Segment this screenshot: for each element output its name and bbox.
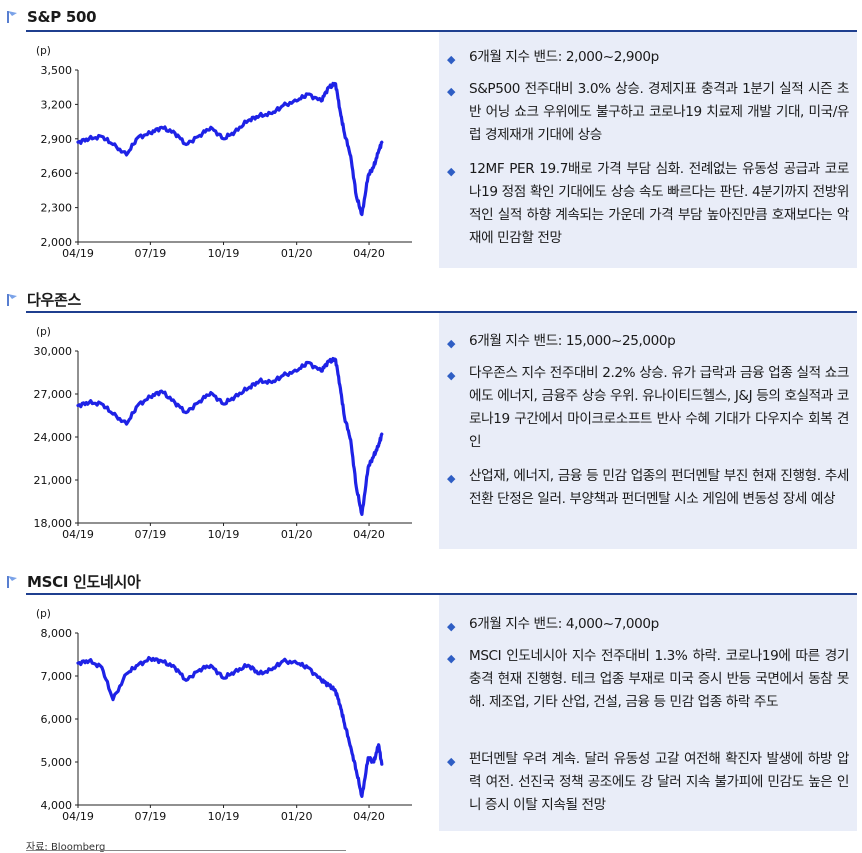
note-item: ◆ 6개월 지수 밴드: 15,000~25,000p — [447, 330, 849, 353]
diamond-bullet-icon: ◆ — [447, 53, 456, 66]
section-title-msci-indonesia: MSCI 인도네시아 — [6, 571, 141, 592]
x-tick-label: 01/20 — [281, 810, 313, 823]
series-line — [76, 656, 384, 798]
x-tick-label: 01/20 — [281, 528, 313, 541]
note-item: ◆ 6개월 지수 밴드: 2,000~2,900p — [447, 46, 849, 69]
note-item: ◆ 다우존스 지수 전주대비 2.2% 상승. 유가 급락과 금융 업종 실적 … — [447, 365, 849, 450]
series-line — [76, 81, 384, 217]
y-unit-label: (p) — [36, 608, 51, 620]
y-tick-label: 3,500 — [41, 64, 73, 77]
y-tick-label: 6,000 — [41, 713, 73, 726]
y-unit-label: (p) — [36, 326, 51, 338]
diamond-bullet-icon: ◆ — [447, 369, 456, 382]
note-item: ◆ MSCI 인도네시아 지수 전주대비 1.3% 하락. 코로나19에 따른 … — [447, 648, 849, 710]
note-item: ◆ 12MF PER 19.7배로 가격 부담 심화. 전례없는 유동성 공급과… — [447, 161, 849, 246]
x-tick-label: 10/19 — [208, 247, 240, 260]
msci-indonesia-notes-panel: ◆ 6개월 지수 밴드: 4,000~7,000p ◆ MSCI 인도네시아 지… — [439, 595, 857, 831]
sp500-chart: (p) 3,500 3,200 2,900 2,600 2,300 2,000 04/19 07… — [26, 32, 413, 272]
section-title-text: MSCI 인도네시아 — [27, 573, 141, 591]
y-tick-label: 2,300 — [41, 202, 73, 215]
note-item: ◆ 6개월 지수 밴드: 4,000~7,000p — [447, 613, 849, 636]
note-item: ◆ 산업재, 에너지, 금융 등 민감 업종의 펀더멘탈 부진 현재 진행형. … — [447, 468, 849, 507]
section-title-text: 다우존스 — [27, 291, 82, 309]
y-tick-label: 5,000 — [41, 756, 73, 769]
x-tick-label: 07/19 — [135, 247, 167, 260]
y-tick-label: 4,000 — [41, 799, 73, 812]
dowjones-chart: (p) 30,000 27,000 24,000 21,000 18,000 04/19 07… — [26, 313, 413, 553]
x-tick-label: 04/20 — [353, 247, 385, 260]
x-tick-label: 07/19 — [135, 528, 167, 541]
x-tick-label: 04/20 — [353, 528, 385, 541]
y-tick-label: 18,000 — [34, 517, 73, 530]
x-tick-label: 10/19 — [208, 528, 240, 541]
x-tick-label: 04/20 — [353, 810, 385, 823]
flag-icon — [7, 293, 17, 306]
section-rule — [26, 311, 857, 313]
diamond-bullet-icon: ◆ — [447, 652, 456, 665]
y-tick-label: 27,000 — [34, 388, 73, 401]
x-tick-label: 04/19 — [62, 810, 94, 823]
diamond-bullet-icon: ◆ — [447, 337, 456, 350]
section-rule — [26, 593, 857, 595]
y-tick-label: 2,900 — [41, 133, 73, 146]
flag-icon — [7, 11, 17, 23]
diamond-bullet-icon: ◆ — [447, 165, 456, 178]
note-item: ◆ S&P500 전주대비 3.0% 상승. 경제지표 충격과 1분기 실적 시… — [447, 81, 849, 143]
source-note: 자료: Bloomberg — [26, 842, 106, 853]
y-tick-label: 24,000 — [34, 431, 73, 444]
y-tick-label: 3,200 — [41, 98, 73, 111]
note-item: ◆ 펀더멘탈 우려 계속. 달러 유동성 고갈 여전해 확진자 발생에 하방 압… — [447, 751, 849, 813]
x-tick-label: 01/20 — [281, 247, 313, 260]
y-tick-label: 7,000 — [41, 670, 73, 683]
section-title-sp500: S&P 500 — [6, 8, 97, 26]
y-tick-label: 8,000 — [41, 627, 73, 640]
y-tick-label: 30,000 — [34, 345, 73, 358]
diamond-bullet-icon: ◆ — [447, 472, 456, 485]
source-divider — [26, 850, 346, 851]
diamond-bullet-icon: ◆ — [447, 620, 456, 633]
x-tick-label: 04/19 — [62, 247, 94, 260]
flag-icon — [7, 575, 17, 588]
msci-indonesia-chart: (p) 8,000 7,000 6,000 5,000 4,000 04/19 07/19 10… — [26, 595, 413, 835]
x-tick-label: 04/19 — [62, 528, 94, 541]
series-line — [76, 356, 384, 516]
y-tick-label: 2,000 — [41, 236, 73, 249]
y-unit-label: (p) — [36, 45, 51, 57]
sp500-notes-panel: ◆ 6개월 지수 밴드: 2,000~2,900p ◆ S&P500 전주대비 … — [439, 32, 857, 268]
diamond-bullet-icon: ◆ — [447, 85, 456, 98]
section-rule — [26, 30, 857, 32]
section-title-dowjones: 다우존스 — [6, 289, 81, 310]
x-tick-label: 07/19 — [135, 810, 167, 823]
diamond-bullet-icon: ◆ — [447, 755, 456, 768]
y-tick-label: 21,000 — [34, 474, 73, 487]
section-title-text: S&P 500 — [27, 8, 97, 26]
dowjones-notes-panel: ◆ 6개월 지수 밴드: 15,000~25,000p ◆ 다우존스 지수 전주… — [439, 313, 857, 549]
y-tick-label: 2,600 — [41, 167, 73, 180]
x-tick-label: 10/19 — [208, 810, 240, 823]
